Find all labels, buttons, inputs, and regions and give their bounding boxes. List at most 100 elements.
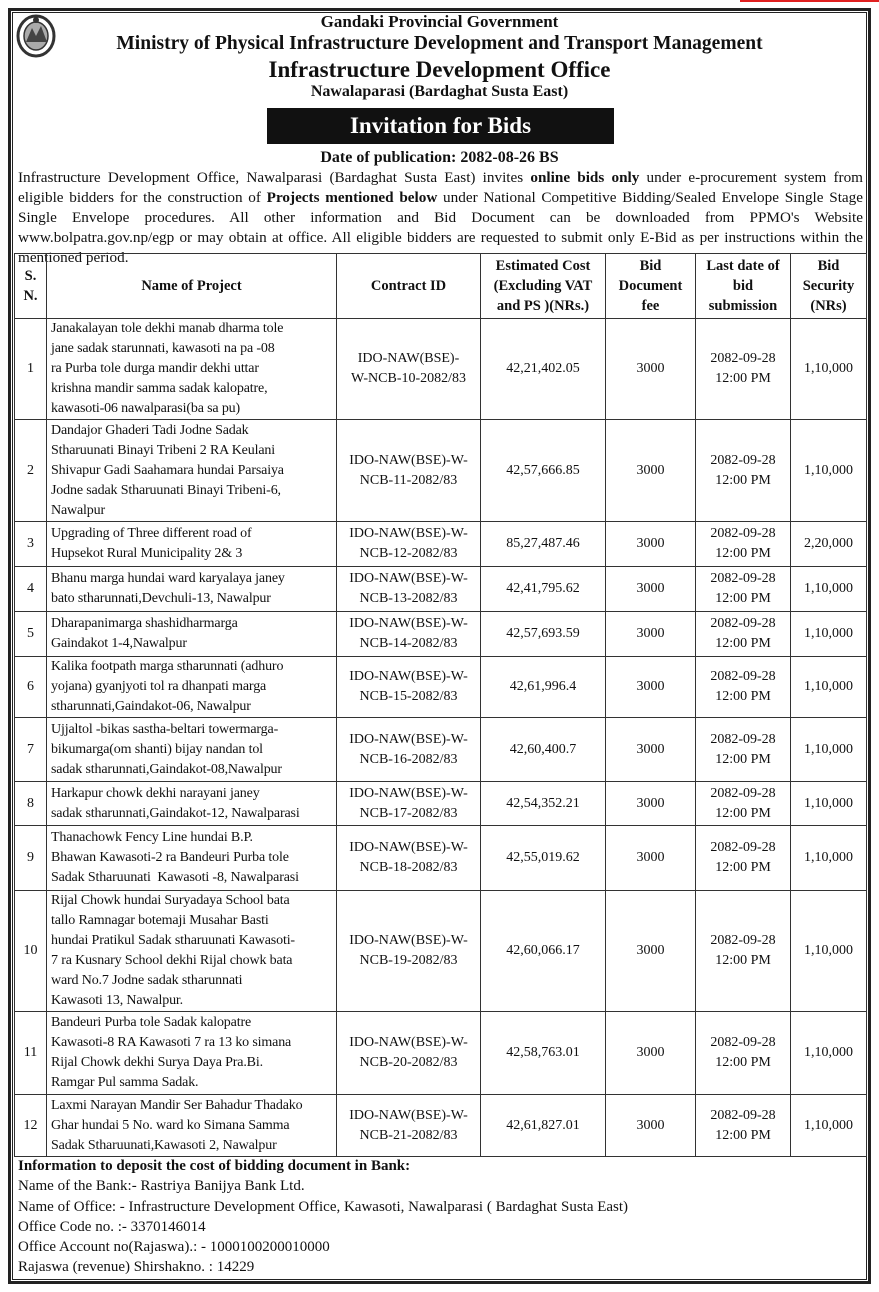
project-name: Thanachowk Fency Line hundai B.P. Bhawan… — [46, 825, 337, 891]
bid-security: 1,10,000 — [790, 781, 867, 826]
bank-info: Information to deposit the cost of biddi… — [18, 1156, 628, 1278]
serial-number: 7 — [14, 717, 47, 782]
last-submission-date: 2082-09-28 12:00 PM — [695, 781, 791, 826]
bid-document-fee: 3000 — [605, 611, 696, 657]
table-row: 9 Thanachowk Fency Line hundai B.P. Bhawa… — [14, 825, 867, 891]
estimated-cost: 42,41,795.62 — [480, 566, 606, 612]
serial-number: 1 — [14, 318, 47, 420]
last-submission-date: 2082-09-28 12:00 PM — [695, 611, 791, 657]
bid-security: 1,10,000 — [790, 611, 867, 657]
bid-security: 1,10,000 — [790, 419, 867, 522]
contract-id: IDO-NAW(BSE)-W- NCB-19-2082/83 — [336, 890, 481, 1012]
project-name: Harkapur chowk dekhi narayani janey sada… — [46, 781, 337, 826]
table-row: 3 Upgrading of Three different road of Hu… — [14, 521, 867, 567]
bid-security: 1,10,000 — [790, 825, 867, 891]
intro-bold: online bids only — [530, 169, 640, 186]
contract-id: IDO-NAW(BSE)-W- NCB-21-2082/83 — [336, 1094, 481, 1157]
ministry-name: Ministry of Physical Infrastructure Deve… — [116, 33, 763, 54]
serial-number: 3 — [14, 521, 47, 567]
header-last-date: Last date of bid submission — [695, 253, 791, 319]
project-name: Laxmi Narayan Mandir Ser Bahadur Thadako… — [46, 1094, 337, 1157]
bid-security: 1,10,000 — [790, 1094, 867, 1157]
header-sn: S. N. — [14, 253, 47, 319]
serial-number: 11 — [14, 1011, 47, 1095]
bid-security: 1,10,000 — [790, 717, 867, 782]
serial-number: 9 — [14, 825, 47, 891]
table-row: 6 Kalika footpath marga stharunnati (adhu… — [14, 656, 867, 718]
revenue-heading-no: Rajaswa (revenue) Shirshakno. : 14229 — [18, 1259, 255, 1276]
contract-id: IDO-NAW(BSE)-W- NCB-17-2082/83 — [336, 781, 481, 826]
header-bid-document-fee: Bid Document fee — [605, 253, 696, 319]
contract-id: IDO-NAW(BSE)-W- NCB-20-2082/83 — [336, 1011, 481, 1095]
serial-number: 5 — [14, 611, 47, 657]
header-project-name: Name of Project — [46, 253, 337, 319]
serial-number: 8 — [14, 781, 47, 826]
estimated-cost: 42,54,352.21 — [480, 781, 606, 826]
bid-document-fee: 3000 — [605, 521, 696, 567]
top-accent-line — [740, 0, 879, 2]
last-submission-date: 2082-09-28 12:00 PM — [695, 566, 791, 612]
serial-number: 4 — [14, 566, 47, 612]
last-submission-date: 2082-09-28 12:00 PM — [695, 890, 791, 1012]
table-row: 4 Bhanu marga hundai ward karyalaya janey… — [14, 566, 867, 612]
bid-document-fee: 3000 — [605, 825, 696, 891]
intro-text: under e-procurement system from eligible… — [18, 169, 863, 206]
bid-security: 1,10,000 — [790, 890, 867, 1012]
bid-security: 1,10,000 — [790, 566, 867, 612]
nepal-emblem-icon — [16, 14, 56, 58]
project-name: Dandajor Ghaderi Tadi Jodne Sadak Stharu… — [46, 419, 337, 522]
estimated-cost: 42,61,996.4 — [480, 656, 606, 718]
serial-number: 2 — [14, 419, 47, 522]
last-submission-date: 2082-09-28 12:00 PM — [695, 521, 791, 567]
office-account: Office Account no(Rajaswa).: - 100010020… — [18, 1239, 330, 1256]
office-name-line: Name of Office: - Infrastructure Develop… — [18, 1198, 629, 1215]
last-submission-date: 2082-09-28 12:00 PM — [695, 717, 791, 782]
bid-document-fee: 3000 — [605, 656, 696, 718]
bid-security: 1,10,000 — [790, 1011, 867, 1095]
estimated-cost: 42,57,693.59 — [480, 611, 606, 657]
contract-id: IDO-NAW(BSE)-W- NCB-16-2082/83 — [336, 717, 481, 782]
bid-document-fee: 3000 — [605, 1011, 696, 1095]
table-row: 5 Dharapanimarga shashidharmarga Gaindako… — [14, 611, 867, 657]
table-row: 12 Laxmi Narayan Mandir Ser Bahadur Thada… — [14, 1094, 867, 1157]
estimated-cost: 42,57,666.85 — [480, 419, 606, 522]
contract-id: IDO-NAW(BSE)-W- NCB-12-2082/83 — [336, 521, 481, 567]
last-submission-date: 2082-09-28 12:00 PM — [695, 656, 791, 718]
table-header-row: S. N. Name of Project Contract ID Estimated… — [14, 253, 867, 319]
project-name: Janakalayan tole dekhi manab dharma tole… — [46, 318, 337, 420]
bank-name: Name of the Bank:- Rastriya Banijya Bank… — [18, 1178, 305, 1195]
estimated-cost: 42,60,066.17 — [480, 890, 606, 1012]
contract-id: IDO-NAW(BSE)-W- NCB-11-2082/83 — [336, 419, 481, 522]
bank-info-title: Information to deposit the cost of biddi… — [18, 1158, 411, 1174]
bid-security: 1,10,000 — [790, 318, 867, 420]
bid-document-fee: 3000 — [605, 1094, 696, 1157]
table-row: 10 Rijal Chowk hundai Suryadaya School ba… — [14, 890, 867, 1012]
projects-table: S. N. Name of Project Contract ID Estimated… — [14, 253, 867, 1157]
bid-document-fee: 3000 — [605, 781, 696, 826]
bid-document-fee: 3000 — [605, 419, 696, 522]
table-row: 1 Janakalayan tole dekhi manab dharma tol… — [14, 318, 867, 420]
estimated-cost: 42,61,827.01 — [480, 1094, 606, 1157]
bid-document-fee: 3000 — [605, 717, 696, 782]
project-name: Ujjaltol -bikas sastha-beltari towermarg… — [46, 717, 337, 782]
header-bid-security: Bid Security (NRs) — [790, 253, 867, 319]
bid-security: 2,20,000 — [790, 521, 867, 567]
estimated-cost: 42,21,402.05 — [480, 318, 606, 420]
project-name: Dharapanimarga shashidharmarga Gaindakot… — [46, 611, 337, 657]
contract-id: IDO-NAW(BSE)-W- NCB-13-2082/83 — [336, 566, 481, 612]
bid-document-fee: 3000 — [605, 318, 696, 420]
bid-document-fee: 3000 — [605, 566, 696, 612]
contract-id: IDO-NAW(BSE)-W- NCB-15-2082/83 — [336, 656, 481, 718]
contract-id: IDO-NAW(BSE)-W- NCB-14-2082/83 — [336, 611, 481, 657]
serial-number: 12 — [14, 1094, 47, 1157]
serial-number: 6 — [14, 656, 47, 718]
notice-title-banner: Invitation for Bids — [267, 108, 614, 144]
table-row: 8 Harkapur chowk dekhi narayani janey sad… — [14, 781, 867, 826]
last-submission-date: 2082-09-28 12:00 PM — [695, 1011, 791, 1095]
office-code: Office Code no. :- 3370146014 — [18, 1218, 206, 1235]
office-name: Infrastructure Development Office — [268, 57, 611, 82]
header-contract-id: Contract ID — [336, 253, 481, 319]
last-submission-date: 2082-09-28 12:00 PM — [695, 1094, 791, 1157]
contract-id: IDO-NAW(BSE)-W- NCB-18-2082/83 — [336, 825, 481, 891]
project-name: Bandeuri Purba tole Sadak kalopatre Kawa… — [46, 1011, 337, 1095]
